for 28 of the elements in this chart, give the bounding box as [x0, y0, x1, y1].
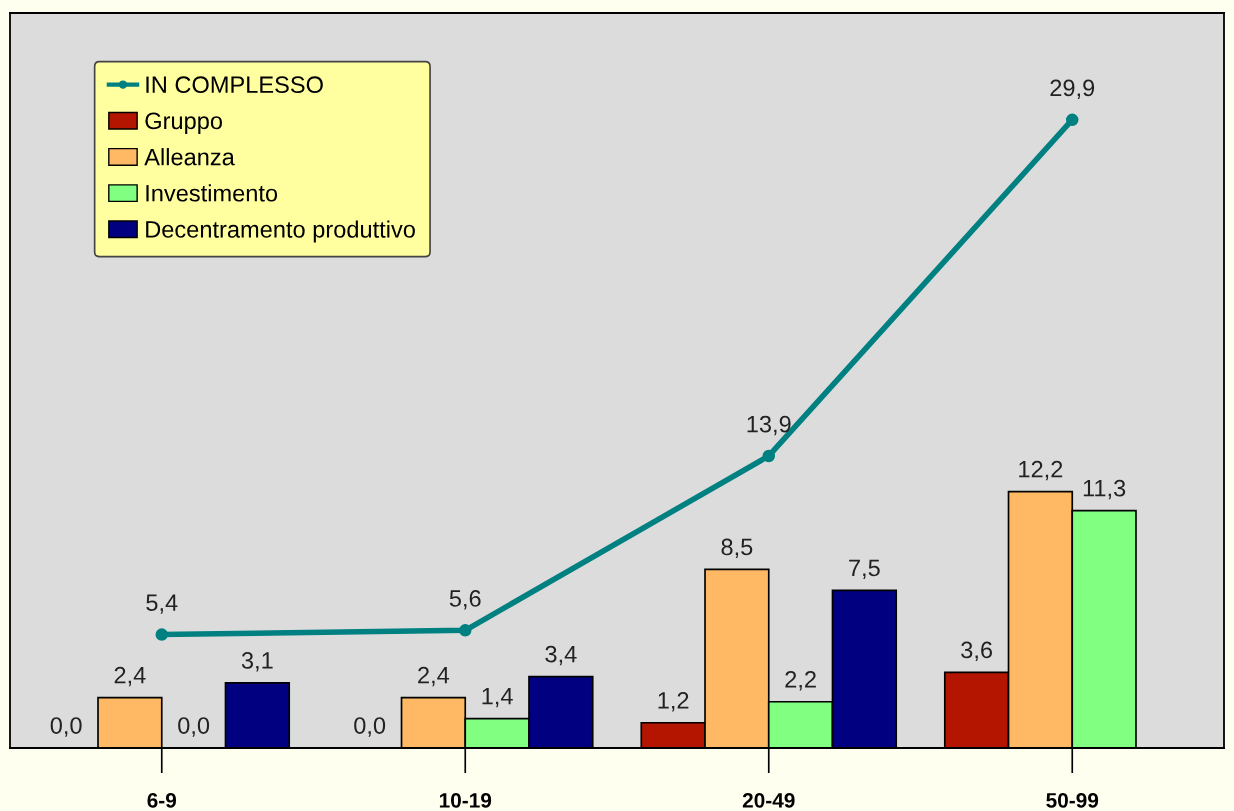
data-label: 7,5: [849, 559, 880, 580]
data-label: 12,2: [1019, 460, 1063, 481]
x-tick-label: 50-99: [1046, 792, 1099, 808]
data-label: 2,4: [418, 666, 450, 687]
data-label: 11,3: [1083, 479, 1126, 500]
legend-label: IN COMPLESSO: [146, 76, 323, 94]
data-label: 5,6: [449, 590, 481, 610]
x-tick-label: 10-19: [439, 792, 492, 808]
data-label: 0,0: [50, 717, 82, 737]
data-label: 0,0: [178, 717, 210, 737]
data-label: 29,9: [1050, 79, 1095, 100]
legend-label: Gruppo: [145, 112, 222, 134]
legend-label: Investimento: [146, 184, 278, 202]
legend-label: Decentramento produttivo: [146, 220, 415, 243]
data-label: 3,6: [961, 641, 993, 662]
legend-label: Alleanza: [144, 148, 235, 166]
data-label: 3,1: [241, 652, 273, 672]
data-label: 2,4: [114, 666, 146, 687]
data-label: 2,2: [785, 670, 816, 691]
data-label: 1,2: [658, 691, 689, 712]
data-label: 8,5: [721, 538, 753, 559]
data-label: 3,4: [545, 645, 577, 666]
x-tick-label: 6-9: [147, 792, 177, 808]
data-label: 5,4: [146, 594, 178, 614]
data-label: 13,9: [747, 415, 791, 436]
data-label: 1,4: [482, 688, 513, 708]
x-tick-label: 20-49: [742, 792, 795, 808]
data-label: 0,0: [354, 717, 386, 737]
